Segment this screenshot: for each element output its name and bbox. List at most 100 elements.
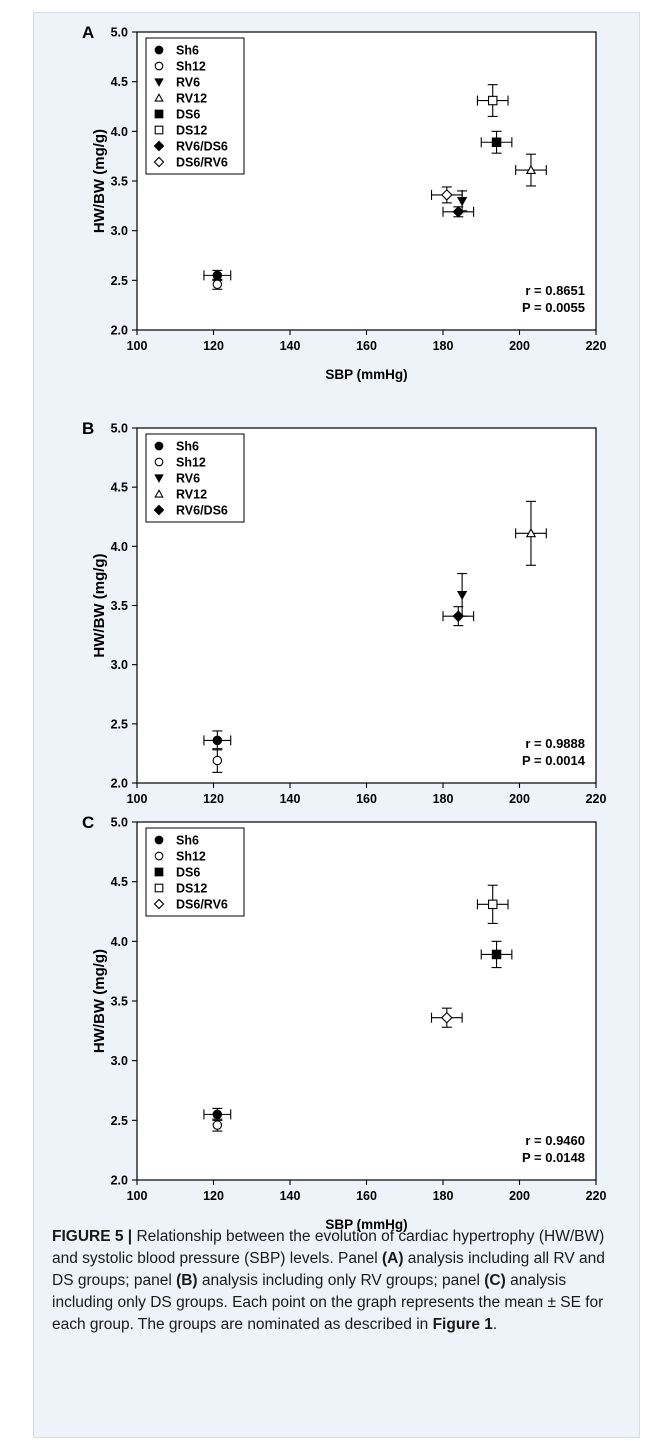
legend-marker <box>154 883 164 893</box>
legend-marker <box>154 441 164 451</box>
y-tick-label: 4.0 <box>111 540 128 554</box>
x-axis-label: SBP (mmHg) <box>325 367 407 382</box>
legend-label: Sh12 <box>176 60 206 74</box>
legend-marker <box>154 489 164 498</box>
legend-marker <box>154 474 164 483</box>
legend-marker <box>154 125 164 135</box>
x-tick-label: 200 <box>509 792 530 806</box>
data-point-ds6 <box>491 949 502 960</box>
caption-figure-label: FIGURE 5 | <box>52 1228 133 1245</box>
legend-label: Sh12 <box>176 456 206 470</box>
legend-marker <box>154 457 164 467</box>
data-point-ds6 <box>491 137 502 148</box>
y-tick-label: 5.0 <box>111 422 128 436</box>
y-tick-label: 5.0 <box>111 816 128 830</box>
legend-marker <box>153 504 165 516</box>
y-tick-label: 3.5 <box>111 995 128 1009</box>
stat-r-value: r = 0.9460 <box>525 1133 585 1148</box>
legend-label: DS6/RV6 <box>176 898 228 912</box>
data-point-sh6 <box>212 735 223 746</box>
y-tick-label: 2.0 <box>111 1174 128 1188</box>
legend-label: RV12 <box>176 488 207 502</box>
x-tick-label: 220 <box>586 1189 607 1203</box>
data-point-rv12 <box>525 527 537 538</box>
y-tick-label: 2.0 <box>111 324 128 338</box>
data-point-rv12 <box>525 164 537 174</box>
data-point-rv6 <box>456 590 468 601</box>
caption-text-3: analysis including only RV groups; panel <box>197 1272 485 1289</box>
caption-text-1: Relationship between the evolution of ca… <box>52 1228 605 1267</box>
chart-panel-a: A 100 120 140 160 180 200 220 2.0 2.5 3.0 3.5 4.0 4.5… <box>82 23 606 382</box>
caption-ref-c: (C) <box>484 1272 506 1289</box>
x-tick-label: 180 <box>433 792 454 806</box>
data-point-rv6-ds6 <box>452 205 465 218</box>
legend-marker <box>154 93 164 102</box>
stat-p-value: P = 0.0055 <box>522 300 585 315</box>
x-tick-label: 140 <box>280 792 301 806</box>
x-tick-label: 100 <box>127 792 148 806</box>
panel-label: A <box>82 23 94 42</box>
data-point-ds6-rv6 <box>441 189 453 201</box>
y-tick-label: 4.5 <box>111 875 128 889</box>
y-axis-label: HW/BW (mg/g) <box>91 949 108 1053</box>
legend-label: Sh6 <box>176 440 199 454</box>
x-tick-label: 200 <box>509 1189 530 1203</box>
stat-r-value: r = 0.8651 <box>525 283 585 298</box>
caption-ref-b: (B) <box>176 1272 198 1289</box>
x-tick-label: 220 <box>586 339 607 353</box>
x-tick-label: 140 <box>280 1189 301 1203</box>
chart-panel-c: C 100 120 140 160 180 200 220 2.0 2.5 3.0 3.5 4.0 4.5… <box>82 813 606 1232</box>
y-axis-label: HW/BW (mg/g) <box>91 553 108 657</box>
chart-panel-b: B 100 120 140 160 180 200 220 2.0 2.5 3.0 3.5 4.0 4.5… <box>82 419 606 835</box>
y-tick-label: 2.5 <box>111 717 128 731</box>
y-tick-label: 2.0 <box>111 777 128 791</box>
legend-label: DS6 <box>176 866 200 880</box>
y-tick-label: 4.5 <box>111 481 128 495</box>
legend-label: RV6 <box>176 76 200 90</box>
x-tick-label: 100 <box>127 339 148 353</box>
data-point-sh12 <box>212 279 223 290</box>
x-tick-label: 200 <box>509 339 530 353</box>
y-tick-label: 3.5 <box>111 175 128 189</box>
y-tick-label: 3.0 <box>111 1054 128 1068</box>
caption-text-2: analysis including all RV and DS groups;… <box>52 1250 605 1289</box>
data-point-ds6-rv6 <box>441 1011 453 1024</box>
legend-marker <box>154 851 164 861</box>
legend-marker <box>154 78 164 87</box>
x-tick-label: 180 <box>433 339 454 353</box>
x-axis-label: SBP (mmHg) <box>325 1217 407 1232</box>
caption-ref-a: (A) <box>381 1250 404 1267</box>
legend-label: Sh12 <box>176 850 206 864</box>
y-axis-label: HW/BW (mg/g) <box>91 129 108 233</box>
x-tick-label: 100 <box>127 1189 148 1203</box>
x-tick-label: 120 <box>203 1189 224 1203</box>
y-tick-label: 2.5 <box>111 1114 128 1128</box>
y-tick-label: 3.0 <box>111 658 128 672</box>
legend-marker <box>154 835 164 845</box>
legend-marker <box>154 109 164 119</box>
legend-label: RV6/DS6 <box>176 140 228 154</box>
legend-label: Sh6 <box>176 44 199 58</box>
x-tick-label: 220 <box>586 792 607 806</box>
legend-label: DS12 <box>176 882 207 896</box>
caption-text-4: analysis including only DS groups. Each … <box>52 1272 604 1333</box>
stat-p-value: P = 0.0148 <box>522 1150 585 1165</box>
y-tick-label: 4.0 <box>111 935 128 949</box>
x-tick-label: 160 <box>356 792 377 806</box>
legend-label: DS6/RV6 <box>176 156 228 170</box>
figure-caption: FIGURE 5 | Relationship between the evol… <box>52 1226 624 1336</box>
x-tick-label: 160 <box>356 1189 377 1203</box>
legend-label: RV6/DS6 <box>176 504 228 518</box>
y-tick-label: 4.5 <box>111 75 128 89</box>
legend-marker <box>154 867 164 877</box>
data-point-ds12 <box>487 899 498 910</box>
legend-label: Sh6 <box>176 834 199 848</box>
legend-box <box>145 37 245 175</box>
y-tick-label: 5.0 <box>111 26 128 40</box>
y-tick-label: 2.5 <box>111 274 128 288</box>
caption-figure-ref: Figure 1 <box>432 1316 493 1333</box>
data-point-rv6-ds6 <box>452 610 465 622</box>
panel-label: B <box>82 419 94 438</box>
data-point-sh6 <box>212 270 223 281</box>
